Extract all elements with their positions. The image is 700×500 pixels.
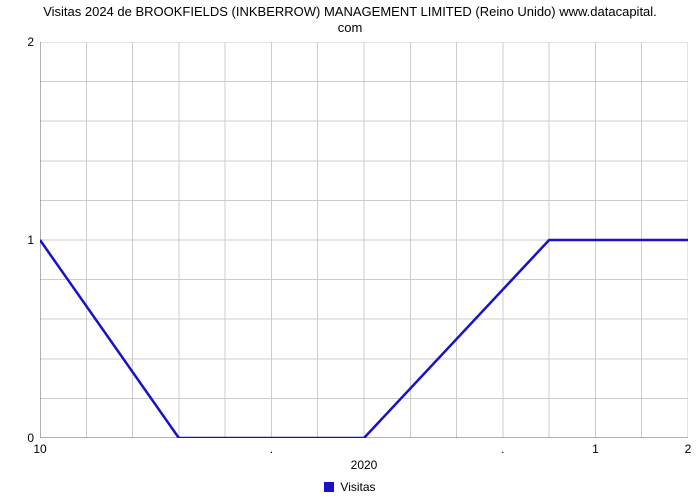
plot-svg — [40, 42, 688, 438]
chart-title-line2: com — [338, 20, 363, 35]
chart-title: Visitas 2024 de BROOKFIELDS (INKBERROW) … — [0, 4, 700, 37]
x-tick-label: . — [501, 438, 504, 456]
x-tick-label: . — [270, 438, 273, 456]
legend-swatch — [324, 482, 334, 492]
y-tick-label: 1 — [27, 233, 40, 247]
x-tick-label: 2 — [685, 438, 692, 456]
chart: Visitas 2024 de BROOKFIELDS (INKBERROW) … — [0, 0, 700, 500]
chart-title-line1: Visitas 2024 de BROOKFIELDS (INKBERROW) … — [43, 4, 657, 19]
x-axis-label: 2020 — [351, 438, 378, 472]
legend-label: Visitas — [340, 480, 375, 494]
x-tick-label: 10 — [33, 438, 46, 456]
x-tick-label: 1 — [592, 438, 599, 456]
y-tick-label: 2 — [27, 35, 40, 49]
legend: Visitas — [0, 480, 700, 494]
plot-area: 012 10..12 2020 — [40, 42, 688, 438]
